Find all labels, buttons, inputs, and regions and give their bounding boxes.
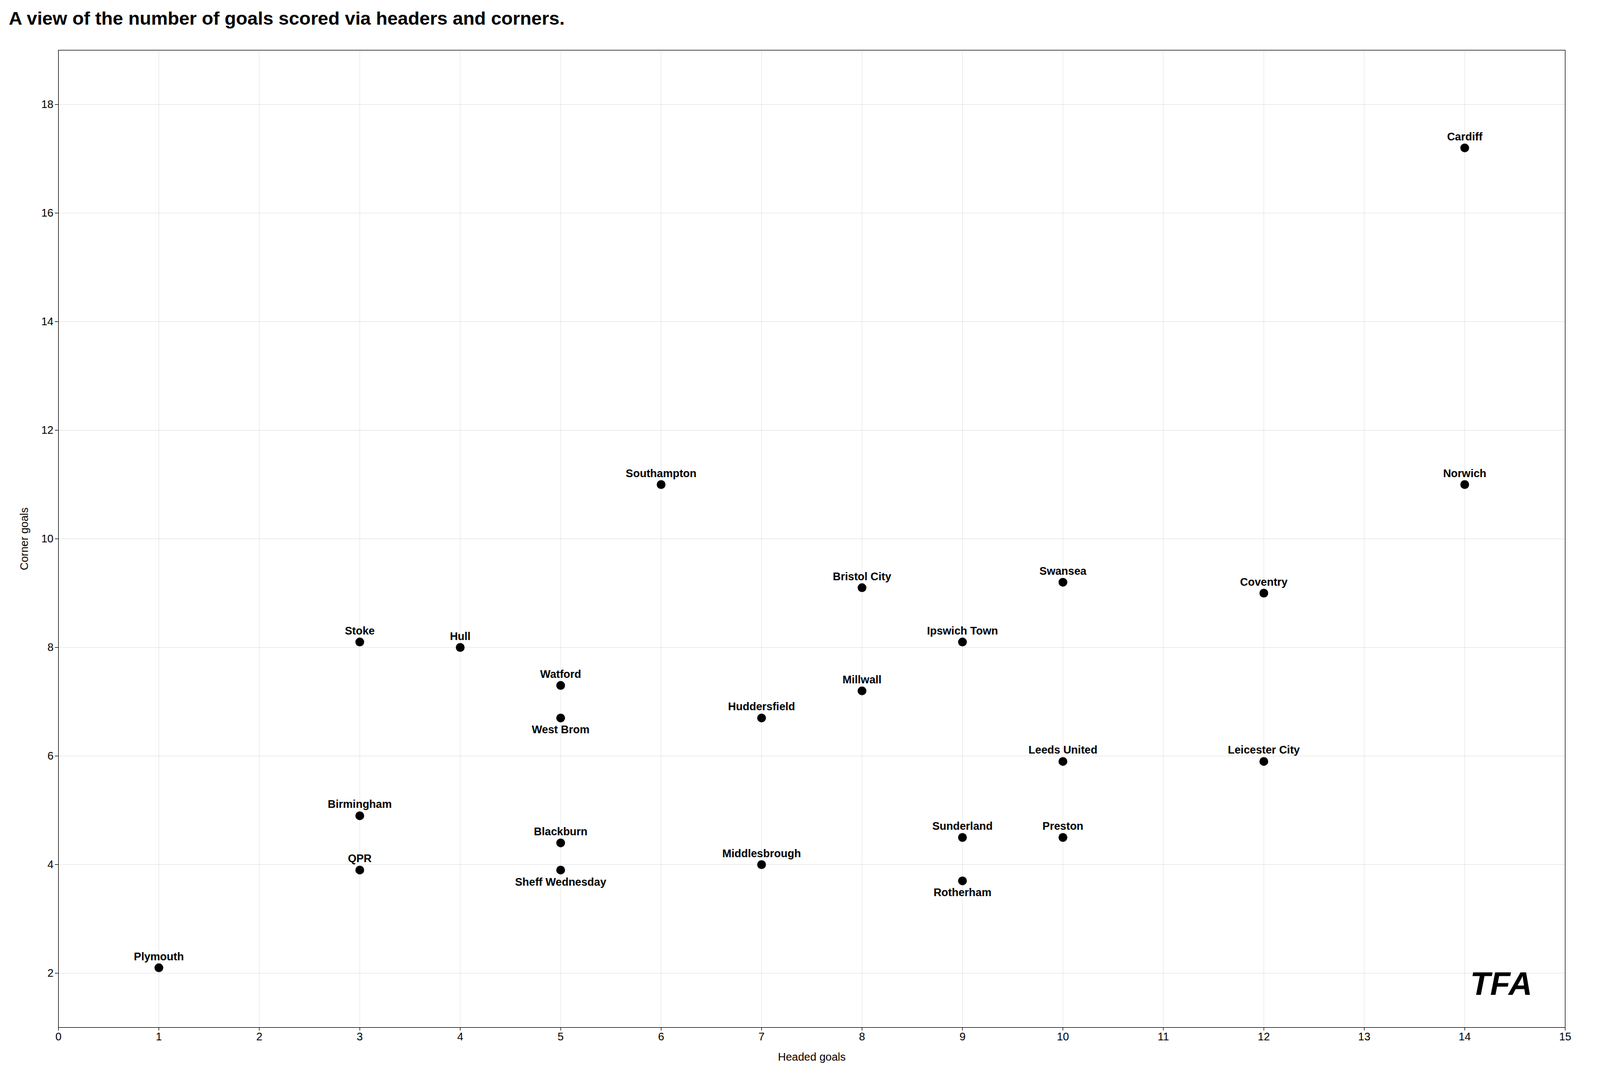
svg-text:13: 13 bbox=[1358, 1030, 1371, 1043]
svg-text:9: 9 bbox=[959, 1030, 966, 1043]
html-text:A view of the number of goals: A view of the number of goals scored via… bbox=[8, 7, 565, 29]
svg-text:6: 6 bbox=[658, 1030, 665, 1043]
svg-text:Headed goals: Headed goals bbox=[777, 1050, 846, 1064]
svg-text:Swansea: Swansea bbox=[1039, 564, 1087, 578]
svg-text:Millwall: Millwall bbox=[842, 673, 882, 686]
svg-text:Norwich: Norwich bbox=[1443, 467, 1487, 480]
svg-text:12: 12 bbox=[1257, 1030, 1270, 1043]
svg-text:12: 12 bbox=[41, 423, 54, 437]
svg-text:15: 15 bbox=[1558, 1030, 1571, 1043]
svg-text:Coventry: Coventry bbox=[1240, 575, 1289, 589]
svg-text:4: 4 bbox=[47, 858, 54, 871]
svg-text:16: 16 bbox=[41, 206, 54, 219]
svg-text:Birmingham: Birmingham bbox=[328, 798, 393, 811]
svg-text:Ipswich Town: Ipswich Town bbox=[926, 624, 999, 637]
svg-text:0: 0 bbox=[55, 1030, 62, 1043]
svg-text:4: 4 bbox=[456, 1030, 463, 1043]
svg-text:Huddersfield: Huddersfield bbox=[727, 700, 795, 713]
svg-text:Sheff Wednesday: Sheff Wednesday bbox=[515, 875, 607, 889]
svg-text:7: 7 bbox=[758, 1030, 765, 1043]
svg-text:3: 3 bbox=[356, 1030, 363, 1043]
svg-text:Watford: Watford bbox=[540, 668, 582, 681]
svg-text:6: 6 bbox=[47, 749, 54, 762]
svg-text:Southampton: Southampton bbox=[625, 467, 697, 480]
svg-text:11: 11 bbox=[1157, 1030, 1170, 1043]
svg-text:Middlesbrough: Middlesbrough bbox=[722, 847, 801, 860]
svg-text:Corner goals: Corner goals bbox=[18, 507, 31, 571]
svg-text:18: 18 bbox=[41, 98, 54, 111]
svg-text:1: 1 bbox=[155, 1030, 162, 1043]
svg-text:8: 8 bbox=[858, 1030, 865, 1043]
svg-text:Bristol City: Bristol City bbox=[832, 570, 892, 583]
svg-text:8: 8 bbox=[47, 641, 54, 654]
svg-text:Leicester City: Leicester City bbox=[1228, 743, 1301, 756]
svg-text:10: 10 bbox=[1056, 1030, 1070, 1043]
svg-text:Sunderland: Sunderland bbox=[932, 820, 993, 833]
svg-text:Stoke: Stoke bbox=[345, 624, 375, 637]
svg-text:Plymouth: Plymouth bbox=[133, 950, 184, 963]
svg-text:Preston: Preston bbox=[1042, 820, 1084, 833]
svg-text:2: 2 bbox=[47, 967, 54, 980]
svg-text:Blackburn: Blackburn bbox=[533, 825, 588, 838]
svg-text:Rotherham: Rotherham bbox=[933, 886, 992, 899]
svg-text:14: 14 bbox=[41, 315, 54, 328]
svg-text:5: 5 bbox=[557, 1030, 564, 1043]
svg-text:14: 14 bbox=[1458, 1030, 1471, 1043]
svg-text:Leeds United: Leeds United bbox=[1028, 743, 1098, 756]
svg-text:Cardiff: Cardiff bbox=[1446, 130, 1483, 143]
svg-text:QPR: QPR bbox=[347, 852, 372, 865]
svg-text:Hull: Hull bbox=[449, 630, 471, 643]
svg-text:10: 10 bbox=[41, 532, 54, 545]
svg-text:TFA: TFA bbox=[1470, 965, 1532, 1003]
svg-text:2: 2 bbox=[256, 1030, 263, 1043]
svg-text:West Brom: West Brom bbox=[532, 723, 590, 736]
